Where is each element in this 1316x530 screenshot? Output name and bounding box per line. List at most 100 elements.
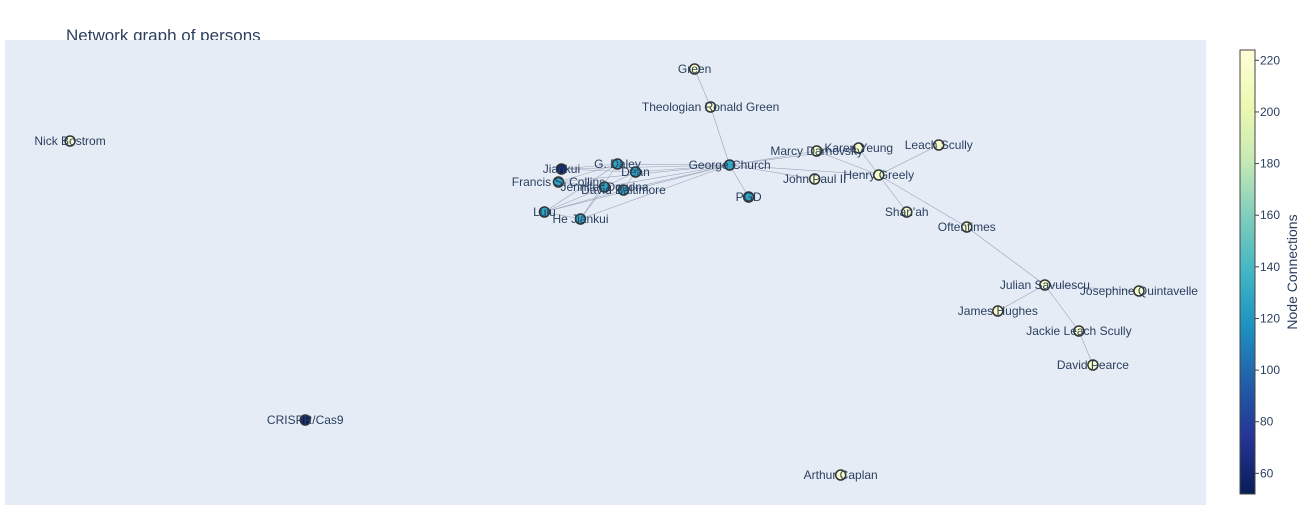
colorbar-tick-label: 140 bbox=[1260, 260, 1280, 274]
edge bbox=[997, 284, 1046, 312]
node-point[interactable] bbox=[552, 176, 565, 188]
node-point[interactable] bbox=[611, 158, 624, 170]
node-point[interactable] bbox=[617, 184, 630, 196]
colorbar-title: Node Connections bbox=[1284, 214, 1300, 329]
edge bbox=[544, 186, 605, 213]
colorbar-tick-label: 220 bbox=[1260, 53, 1280, 67]
edge bbox=[558, 181, 605, 188]
node-label: PGD bbox=[736, 190, 762, 204]
edge bbox=[710, 106, 730, 166]
node-label: Karen Yeung bbox=[824, 141, 893, 155]
colorbar-tick-label: 160 bbox=[1260, 208, 1280, 222]
node-point[interactable] bbox=[64, 135, 76, 147]
node-point[interactable] bbox=[852, 142, 865, 154]
node-point[interactable] bbox=[810, 145, 823, 157]
labels-layer: Green Theologian Ronald Green Nick Bostrom… bbox=[34, 62, 1198, 482]
edge bbox=[816, 150, 879, 176]
node-label: Jackie Leach Scully bbox=[1026, 324, 1131, 338]
node-point[interactable] bbox=[704, 101, 717, 113]
edge bbox=[1044, 284, 1080, 332]
edge bbox=[729, 164, 815, 180]
node-label: David Pearce bbox=[1057, 358, 1129, 372]
edge bbox=[729, 150, 817, 166]
edge bbox=[544, 164, 730, 213]
edge bbox=[558, 163, 618, 183]
node-label: Marcy Darnovsky bbox=[770, 144, 863, 158]
node-point[interactable] bbox=[808, 173, 821, 185]
node-label: Francis S. Collins bbox=[512, 175, 605, 189]
edge bbox=[729, 164, 879, 176]
edge bbox=[878, 174, 907, 213]
node-point[interactable] bbox=[1133, 285, 1145, 297]
edge bbox=[1078, 330, 1094, 366]
edge bbox=[544, 189, 624, 213]
node-point[interactable] bbox=[1073, 325, 1085, 337]
node-point[interactable] bbox=[598, 181, 611, 193]
node-point[interactable] bbox=[538, 206, 551, 218]
edge bbox=[635, 164, 730, 173]
colorbar-tick-label: 120 bbox=[1260, 311, 1280, 325]
edge bbox=[580, 164, 730, 220]
node-label: John Paul II bbox=[783, 172, 846, 186]
node-point[interactable] bbox=[723, 159, 736, 171]
node-label: Jiankui bbox=[543, 162, 580, 176]
node-label: Theologian Ronald Green bbox=[642, 100, 779, 114]
node-point[interactable] bbox=[992, 305, 1004, 317]
edge bbox=[561, 168, 636, 173]
node-label: Lulu bbox=[533, 205, 556, 219]
node-point[interactable] bbox=[688, 63, 701, 75]
node-label: He Jiankui bbox=[552, 212, 608, 226]
colorbar-tick-label: 200 bbox=[1260, 105, 1280, 119]
node-point[interactable] bbox=[872, 169, 885, 181]
edge bbox=[558, 164, 730, 183]
nodes-layer bbox=[64, 63, 1145, 481]
colorbar-tick-label: 180 bbox=[1260, 157, 1280, 171]
node-point[interactable] bbox=[1087, 359, 1099, 371]
edge bbox=[617, 163, 730, 166]
node-label: Josephine Quintavelle bbox=[1080, 284, 1198, 298]
node-label: Oftentimes bbox=[938, 220, 996, 234]
node-point[interactable] bbox=[901, 206, 913, 218]
edge bbox=[580, 163, 618, 220]
node-label: James Hughes bbox=[958, 304, 1038, 318]
node-point[interactable] bbox=[742, 191, 755, 203]
colorbar-gradient bbox=[1239, 49, 1256, 495]
node-point[interactable] bbox=[1039, 279, 1051, 291]
node-label: Nick Bostrom bbox=[34, 134, 105, 148]
edge bbox=[544, 211, 581, 220]
colorbar-tick-label: 60 bbox=[1260, 466, 1274, 480]
edge bbox=[544, 163, 618, 213]
edge bbox=[878, 144, 939, 176]
edge bbox=[561, 163, 618, 170]
node-label: Henry Greely bbox=[843, 168, 914, 182]
node-point[interactable] bbox=[629, 166, 642, 178]
node-label: Shan'ah bbox=[885, 205, 929, 219]
node-label: Arthur Caplan bbox=[804, 468, 878, 482]
node-label: Leach Scully bbox=[905, 138, 973, 152]
node-label: Dean bbox=[621, 165, 650, 179]
node-point[interactable] bbox=[834, 469, 847, 481]
edge bbox=[729, 147, 859, 166]
node-point[interactable] bbox=[574, 213, 587, 225]
plot-background bbox=[5, 40, 1206, 505]
node-label: CRISPR/Cas9 bbox=[267, 413, 344, 427]
node-point[interactable] bbox=[933, 139, 945, 151]
node-point[interactable] bbox=[961, 221, 973, 233]
node-label: George Church bbox=[689, 158, 771, 172]
edge bbox=[694, 68, 711, 108]
node-label: Green bbox=[678, 62, 711, 76]
colorbar-ticks: 60 80 100 120 140 160 180 200 220 bbox=[1255, 53, 1280, 480]
node-label: G. Daley bbox=[594, 157, 641, 171]
colorbar: 60 80 100 120 140 160 180 200 220 Node Connectio… bbox=[1239, 49, 1300, 495]
edge bbox=[580, 186, 605, 220]
edge bbox=[1044, 284, 1139, 292]
edge bbox=[878, 174, 967, 228]
node-point[interactable] bbox=[555, 163, 568, 175]
colorbar-tick-label: 80 bbox=[1260, 415, 1274, 429]
node-point[interactable] bbox=[299, 414, 311, 426]
edge bbox=[561, 164, 730, 170]
node-label: Julian Savulescu bbox=[1000, 278, 1090, 292]
colorbar-tick-label: 100 bbox=[1260, 363, 1280, 377]
